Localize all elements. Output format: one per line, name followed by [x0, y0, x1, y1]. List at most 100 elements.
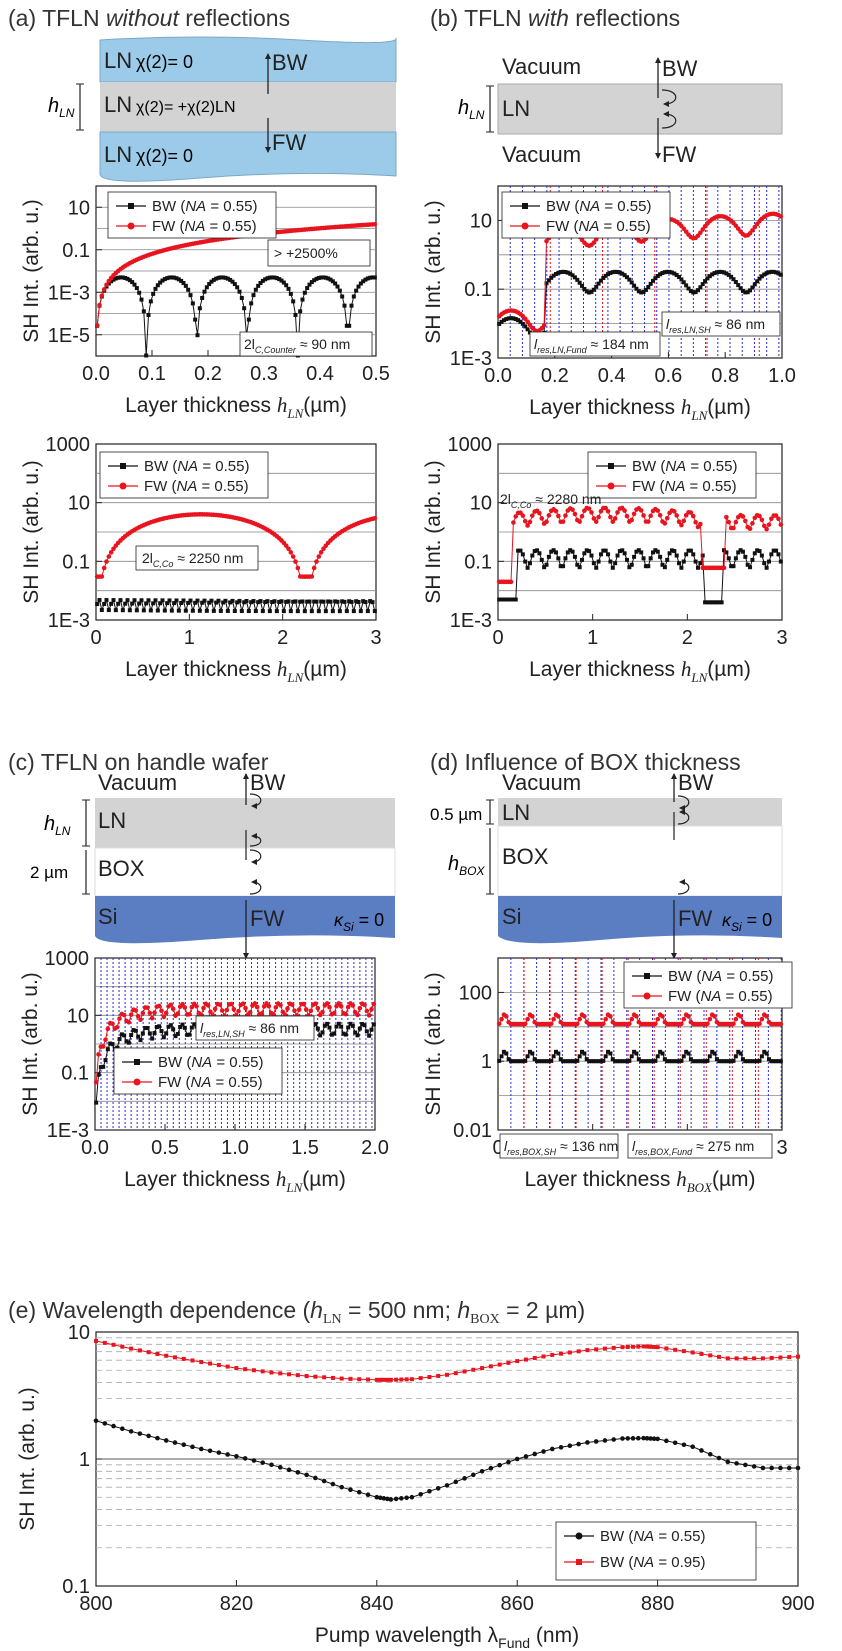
data-point	[577, 519, 582, 524]
data-point	[703, 600, 708, 605]
data-point	[285, 1006, 290, 1011]
data-point	[453, 1479, 459, 1485]
data-point	[778, 559, 783, 564]
data-point	[147, 1010, 153, 1016]
data-point	[322, 1375, 327, 1380]
y-tick-label: 0.1	[464, 551, 492, 573]
data-point	[211, 608, 216, 613]
schematic-d-top-label: Vacuum	[502, 770, 581, 795]
data-point	[657, 512, 663, 518]
legend-label: BW (NA = 0.55)	[668, 968, 773, 985]
data-point	[324, 1001, 330, 1006]
schematic-a-mid-label: LN	[104, 92, 132, 117]
legend-label: BW (NA = 0.55)	[600, 1528, 705, 1545]
data-point	[394, 1377, 399, 1382]
data-point	[355, 1012, 360, 1018]
data-point	[127, 278, 132, 283]
data-point	[344, 609, 349, 614]
data-point	[530, 1014, 535, 1019]
data-point	[681, 280, 686, 285]
data-point	[216, 1363, 221, 1368]
data-point	[372, 221, 378, 227]
schematic-a-mid-layer	[100, 82, 396, 132]
data-point	[372, 515, 378, 521]
y-axis-label: SH Int. (arb. u.)	[20, 460, 43, 604]
data-point	[99, 293, 105, 298]
data-point	[608, 1051, 613, 1056]
legend-marker	[134, 1059, 140, 1065]
data-point	[601, 548, 606, 553]
data-point	[501, 1049, 506, 1054]
data-point	[316, 609, 321, 614]
data-point	[674, 1059, 679, 1064]
data-point	[591, 516, 597, 521]
data-point	[522, 1021, 528, 1027]
data-point	[527, 519, 533, 525]
schematic-d-ln-layer	[498, 798, 782, 826]
data-point	[480, 1366, 485, 1371]
data-point	[172, 275, 177, 280]
data-point	[182, 1005, 188, 1010]
data-point	[610, 1057, 615, 1062]
data-point	[190, 301, 195, 306]
y-tick-label: 10	[67, 1005, 89, 1027]
data-point	[603, 1054, 608, 1059]
y-tick-label: 1000	[448, 434, 493, 456]
data-point	[144, 353, 149, 358]
data-point	[230, 279, 235, 284]
data-point	[712, 271, 717, 276]
data-point	[272, 275, 277, 280]
data-point	[292, 1008, 297, 1013]
data-point	[523, 1454, 529, 1459]
schematic-b-reflection-bot	[661, 111, 677, 129]
data-point	[333, 599, 338, 604]
data-point	[106, 554, 112, 559]
data-point	[634, 1014, 639, 1019]
data-point	[126, 1019, 132, 1025]
data-point	[350, 1003, 356, 1008]
data-point	[146, 1433, 151, 1439]
data-point	[207, 600, 212, 605]
data-point	[95, 602, 100, 607]
data-point	[104, 282, 109, 288]
data-point	[648, 1436, 653, 1441]
data-point	[688, 289, 693, 294]
data-point	[181, 1356, 186, 1361]
data-point	[159, 1008, 164, 1014]
data-point	[418, 1491, 423, 1497]
y-tick-label: 1E-3	[450, 610, 492, 632]
data-point	[165, 276, 170, 281]
panel-c-title: (c) TFLN on handle wafer	[8, 749, 269, 775]
data-point	[221, 600, 226, 605]
data-point	[651, 1059, 656, 1064]
y-axis-label: SH Int. (arb. u.)	[19, 972, 42, 1116]
data-point	[712, 1051, 717, 1056]
data-point	[686, 1051, 691, 1056]
schematic-c-si-label: Si	[98, 904, 118, 929]
data-point	[598, 278, 603, 283]
data-point	[796, 1354, 800, 1359]
data-point	[527, 1049, 532, 1054]
data-point	[365, 276, 370, 281]
data-point	[111, 277, 116, 282]
data-point	[94, 1100, 99, 1105]
series-bw	[95, 275, 377, 358]
data-point	[722, 1059, 727, 1064]
schematic-d-ln-thickness: 0.5 µm	[430, 805, 482, 824]
data-point	[605, 508, 611, 514]
data-point	[436, 1373, 441, 1378]
data-point	[717, 269, 722, 274]
data-point	[106, 608, 111, 613]
data-point	[745, 1059, 750, 1064]
annotation-b2-length: 2lC,Co ≈ 2280 nm	[500, 491, 601, 510]
data-point	[106, 281, 111, 286]
data-point	[672, 509, 677, 514]
data-point	[137, 1431, 143, 1436]
data-point	[313, 1374, 318, 1379]
data-point	[518, 548, 523, 553]
data-point	[167, 275, 172, 280]
data-point	[188, 293, 193, 298]
legend-label: BW (NA = 0.55)	[152, 198, 257, 215]
data-point	[764, 1014, 769, 1019]
